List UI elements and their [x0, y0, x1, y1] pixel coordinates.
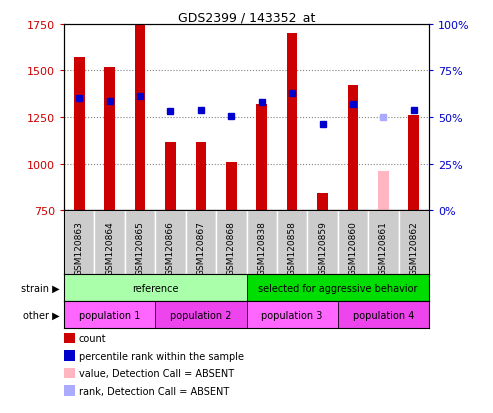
- Bar: [196, 143, 206, 211]
- Bar: [246, 211, 277, 275]
- Text: GSM120864: GSM120864: [105, 220, 114, 275]
- Text: population 4: population 4: [352, 310, 414, 320]
- Text: population 2: population 2: [170, 310, 232, 320]
- Bar: [105, 68, 115, 211]
- Text: GSM120858: GSM120858: [287, 220, 297, 275]
- Text: selected for aggressive behavior: selected for aggressive behavior: [258, 283, 418, 293]
- Text: GSM120863: GSM120863: [75, 220, 84, 275]
- Text: GSM120859: GSM120859: [318, 220, 327, 275]
- Text: value, Detection Call = ABSENT: value, Detection Call = ABSENT: [79, 368, 234, 378]
- Bar: [64, 275, 246, 301]
- Bar: [307, 211, 338, 275]
- Text: rank, Detection Call = ABSENT: rank, Detection Call = ABSENT: [79, 386, 229, 396]
- Bar: [226, 162, 237, 211]
- Bar: [378, 172, 388, 211]
- Bar: [64, 211, 95, 275]
- Text: strain ▶: strain ▶: [21, 283, 59, 293]
- Bar: [348, 86, 358, 211]
- Bar: [135, 25, 145, 211]
- Bar: [398, 211, 429, 275]
- Bar: [186, 211, 216, 275]
- Text: other ▶: other ▶: [23, 310, 59, 320]
- Text: percentile rank within the sample: percentile rank within the sample: [79, 351, 244, 361]
- Bar: [317, 194, 328, 211]
- Text: reference: reference: [132, 283, 178, 293]
- Text: GSM120865: GSM120865: [136, 220, 144, 275]
- Text: count: count: [79, 334, 106, 344]
- Bar: [287, 34, 297, 211]
- Bar: [165, 143, 176, 211]
- Bar: [246, 275, 429, 301]
- Bar: [408, 116, 419, 211]
- Bar: [338, 211, 368, 275]
- Text: population 3: population 3: [261, 310, 323, 320]
- Text: GSM120861: GSM120861: [379, 220, 388, 275]
- Text: GSM120867: GSM120867: [196, 220, 206, 275]
- Bar: [95, 211, 125, 275]
- Bar: [246, 301, 338, 328]
- Text: GSM120868: GSM120868: [227, 220, 236, 275]
- Bar: [125, 211, 155, 275]
- Bar: [256, 105, 267, 211]
- Bar: [277, 211, 307, 275]
- Bar: [74, 58, 85, 211]
- Bar: [338, 301, 429, 328]
- Text: population 1: population 1: [79, 310, 141, 320]
- Text: GSM120866: GSM120866: [166, 220, 175, 275]
- Text: GSM120862: GSM120862: [409, 220, 418, 275]
- Bar: [216, 211, 246, 275]
- Bar: [155, 301, 246, 328]
- Text: GSM120838: GSM120838: [257, 220, 266, 275]
- Bar: [155, 211, 186, 275]
- Bar: [64, 301, 155, 328]
- Title: GDS2399 / 143352_at: GDS2399 / 143352_at: [178, 11, 315, 24]
- Bar: [368, 211, 398, 275]
- Text: GSM120860: GSM120860: [349, 220, 357, 275]
